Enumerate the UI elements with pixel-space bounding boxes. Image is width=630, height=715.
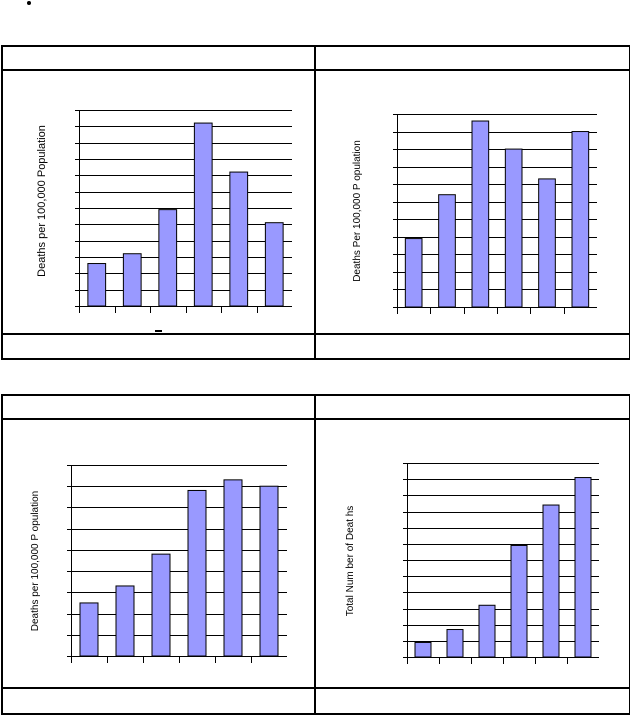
chart-4-ylabel: Total Num ber of Deat hs	[345, 506, 356, 617]
bar	[223, 479, 243, 657]
bar	[538, 178, 556, 308]
bullet-point	[27, 1, 31, 5]
bar	[574, 477, 592, 658]
bar	[187, 489, 207, 657]
bar	[151, 553, 171, 657]
chart-3: Deaths per 100,000 P opulation	[30, 465, 287, 663]
bar	[79, 602, 99, 657]
chart-1: Deaths per 100,000 Population	[36, 110, 292, 313]
header-divider	[3, 418, 629, 420]
bar	[471, 120, 490, 308]
bar	[438, 194, 456, 308]
bar	[259, 485, 279, 657]
column-divider	[314, 396, 316, 713]
bar	[404, 238, 423, 308]
bar	[122, 253, 142, 307]
bar	[264, 222, 284, 307]
chart-3-ylabel: Deaths per 100,000 P opulation	[30, 491, 41, 631]
chart-2: Deaths Per 100,000 P opulation	[352, 114, 597, 314]
bar	[504, 148, 523, 308]
bar	[510, 544, 528, 658]
axis-mark	[155, 330, 162, 332]
bar	[414, 641, 432, 658]
footer-divider	[3, 333, 629, 335]
bar	[115, 585, 135, 657]
chart-4: Total Num ber of Deat hs	[345, 463, 599, 664]
bar	[193, 122, 213, 307]
bar	[158, 209, 178, 307]
bar	[87, 263, 107, 307]
bar	[571, 131, 590, 308]
chart-1-ylabel: Deaths per 100,000 Population	[36, 125, 48, 277]
footer-divider	[3, 687, 629, 689]
header-divider	[3, 69, 629, 71]
bar	[542, 504, 560, 658]
bar	[446, 629, 464, 658]
bar	[478, 604, 496, 658]
bar	[229, 171, 249, 307]
column-divider	[314, 47, 316, 358]
chart-2-ylabel: Deaths Per 100,000 P opulation	[352, 140, 363, 282]
